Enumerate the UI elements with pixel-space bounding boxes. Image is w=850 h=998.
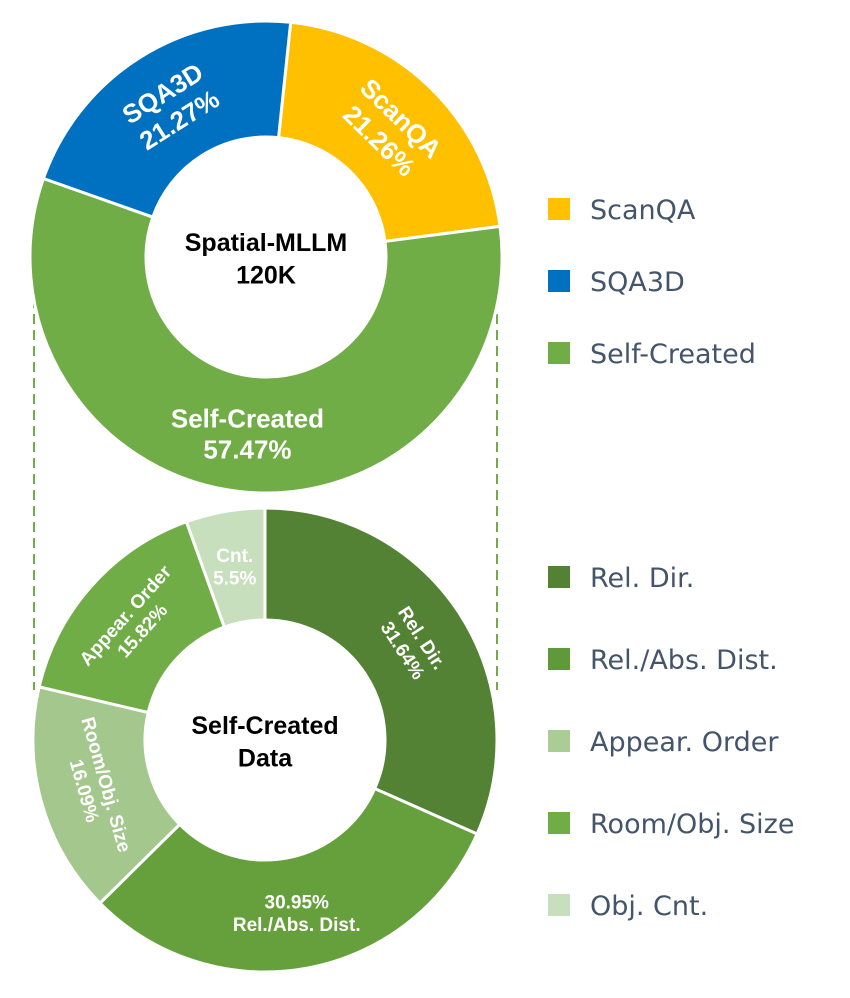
slice-cnt — [184, 506, 267, 630]
center-label-line: 120K — [236, 261, 296, 289]
legend-item-appear-order: Appear. Order — [548, 727, 779, 758]
slice-appear-order — [37, 519, 227, 715]
legend-swatch — [548, 648, 570, 670]
legend-label: Rel./Abs. Dist. — [590, 645, 778, 676]
center-label-line: Spatial-MLLM — [185, 229, 348, 257]
center-label-line: Data — [238, 744, 293, 772]
legend-label: ScanQA — [590, 195, 696, 226]
donut-spatial-mllm: ScanQA21.26%Self-Created 57.47%SQA3D21.27… — [28, 19, 504, 495]
center-label: Self-Created Data — [191, 712, 338, 773]
slice-rel-dir — [263, 506, 499, 836]
legend-swatch — [548, 894, 570, 916]
legend-swatch — [548, 730, 570, 752]
legend-item-obj-cnt: Obj. Cnt. — [548, 891, 708, 922]
legend-item-scanqa: ScanQA — [548, 195, 696, 226]
slice-label-rel-abs-dist: 30.95% Rel./Abs. Dist. — [233, 892, 361, 936]
legend-swatch — [548, 812, 570, 834]
slice-label-line: 30.95% — [265, 892, 330, 913]
legend-label: Room/Obj. Size — [590, 809, 794, 840]
legend-swatch — [548, 342, 570, 364]
slice-label-line: Cnt. — [216, 546, 253, 567]
legend-item-self-created: Self-Created — [548, 339, 756, 370]
legend-item-rel-dir: Rel. Dir. — [548, 563, 694, 594]
legend-label: Self-Created — [590, 339, 756, 370]
slice-sqa3d — [41, 19, 293, 219]
legend-label: Appear. Order — [590, 727, 779, 758]
legend-item-rel-abs-dist: Rel./Abs. Dist. — [548, 645, 778, 676]
slice-self-created — [28, 176, 504, 495]
slice-label-line: 5.5% — [213, 569, 256, 590]
center-label-line: Self-Created — [191, 712, 338, 740]
legend-label: SQA3D — [590, 267, 685, 298]
slice-label-line: Rel./Abs. Dist. — [233, 915, 361, 936]
slice-rel-abs-dist — [97, 786, 480, 974]
legend-swatch — [548, 270, 570, 292]
legend-label: Rel. Dir. — [590, 563, 694, 594]
legend-swatch — [548, 566, 570, 588]
donut-self-created-data: Rel. Dir.31.64%30.95% Rel./Abs. Dist.Room… — [31, 506, 499, 974]
slice-label-self-created: Self-Created 57.47% — [171, 404, 324, 465]
center-label: Spatial-MLLM 120K — [185, 229, 348, 290]
legend-bottom: Rel. Dir. Rel./Abs. Dist. Appear. Order Roo… — [548, 563, 794, 922]
slice-scanqa — [276, 20, 502, 244]
slice-room-obj-size — [31, 685, 182, 906]
slice-label-line: Self-Created — [171, 404, 324, 434]
slice-label-cnt: Cnt. 5.5% — [213, 546, 256, 590]
legend-item-room-obj-size: Room/Obj. Size — [548, 809, 794, 840]
legend-label: Obj. Cnt. — [590, 891, 708, 922]
legend-item-sqa3d: SQA3D — [548, 267, 685, 298]
legend-swatch — [548, 198, 570, 220]
legend-top: ScanQA SQA3D Self-Created — [548, 195, 756, 370]
slice-label-line: 57.47% — [203, 435, 291, 465]
